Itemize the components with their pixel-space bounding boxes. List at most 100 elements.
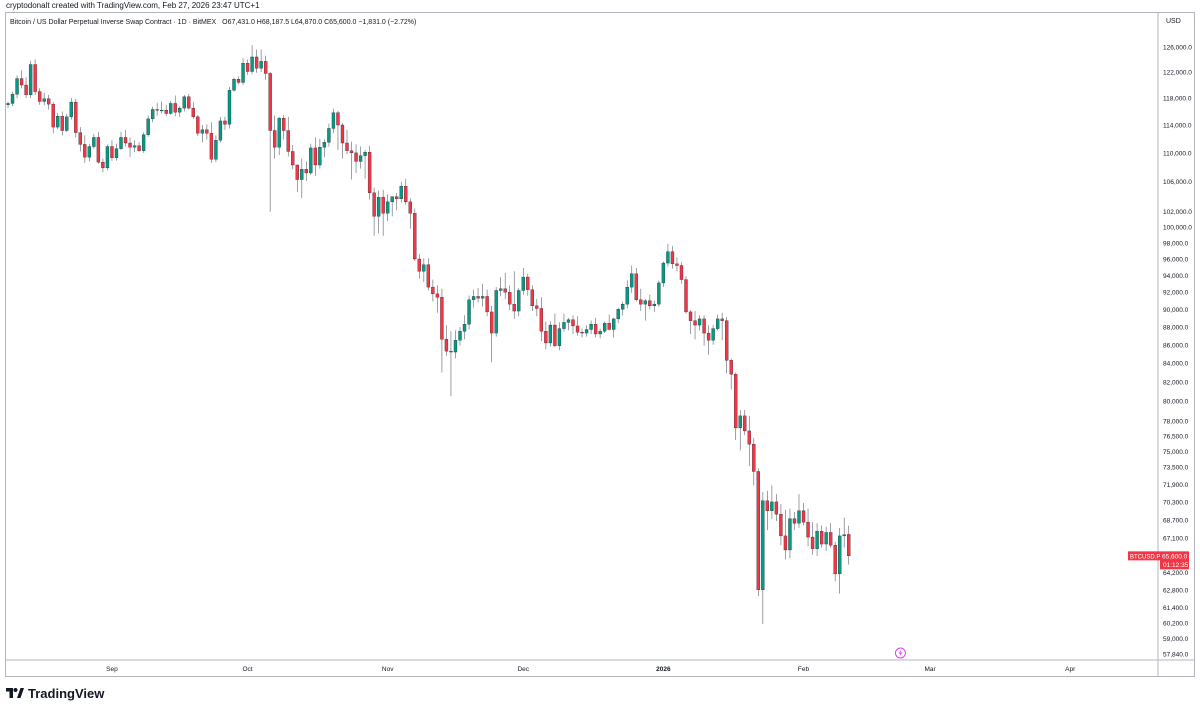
candle-body [697,318,702,326]
candle-body [810,536,815,549]
candle-body [539,308,544,332]
candle-body [119,137,123,149]
candle-body [313,147,318,166]
candle-body [327,128,331,143]
candle-body [42,98,46,102]
price-tag-countdown: 01:12:35 [1163,562,1189,569]
candle-body [774,501,779,515]
candle-body [286,130,290,152]
y-tick-label: 94,000.0 [1163,273,1189,280]
y-tick-label: 75,000.0 [1163,449,1189,456]
candle-body [806,521,810,538]
candle-body [444,339,449,352]
candle-body [83,144,87,158]
candle-body [756,471,760,591]
candle-body [160,109,164,112]
candle-body [37,91,42,102]
y-tick-label: 100,000.0 [1163,225,1192,232]
candle-body [28,64,33,95]
attribution-text: cryptodonalt created with TradingView.co… [6,1,260,10]
candle-body [688,311,693,321]
y-tick-label: 126,000.0 [1163,45,1192,52]
candle-body [318,147,322,166]
x-tick-label: Dec [517,666,529,673]
candle-body [544,331,548,344]
x-tick-label: 2026 [656,666,671,673]
candle-body [155,109,159,111]
y-tick-label: 114,000.0 [1163,123,1192,130]
candle-body [381,197,385,214]
candle-body [69,101,73,118]
candle-body [223,120,227,125]
candle-body [747,430,751,445]
candle-body [634,273,638,300]
candle-body [838,535,842,575]
candle-body [593,324,598,335]
candle-body [467,299,471,325]
candle-body [571,319,575,327]
candle-body [526,276,530,290]
candle-body [417,258,421,272]
candle-body [847,534,851,557]
y-tick-label: 60,200.0 [1163,620,1189,627]
candle-body [245,63,250,72]
y-tick-label: 71,900.0 [1163,482,1189,489]
ohlc-readout: O67,431.0 H68,187.5 L64,870.0 C65,600.0 … [222,19,417,26]
candle-body [105,146,110,169]
candle-body [824,532,828,545]
y-tick-label: 96,000.0 [1163,257,1189,264]
y-tick-label: 98,000.0 [1163,240,1189,247]
candle-body [575,325,580,333]
candle-body [173,103,177,113]
candle-body [51,103,55,128]
candle-body [19,78,24,86]
candle-body [114,148,119,158]
candle-body [24,84,28,95]
candle-body [616,309,620,320]
candle-body [508,292,512,305]
candle-body [277,118,281,148]
candle-body [408,201,412,214]
candle-body [435,293,440,298]
candle-body [74,101,78,133]
candle-body [309,147,313,174]
candle-body [372,192,376,217]
candle-body [295,164,299,180]
y-tick-label: 102,000.0 [1163,209,1192,216]
tradingview-brand: TradingView [28,685,105,701]
candle-body [521,276,525,291]
candle-body [78,132,82,145]
candle-body [304,169,308,174]
candle-body [137,145,141,151]
candle-body [743,415,747,432]
candle-body [584,329,589,334]
candle-body [150,109,155,120]
price-tag-bg [1160,551,1189,570]
candle-body [422,264,426,272]
candle-body [440,297,444,340]
candle-body [797,510,801,524]
candle-body [679,265,684,280]
candle-body [711,328,715,341]
y-tick-label: 86,000.0 [1163,342,1189,349]
candle-body [146,118,150,135]
candle-body [47,98,51,105]
price-tag-value: 65,600.0 [1162,553,1188,560]
candle-body [670,251,675,265]
candle-body [340,124,345,144]
candle-body [625,286,629,305]
candle-body [128,142,132,148]
candle-body [33,64,37,92]
candle-body [376,197,381,217]
candle-body [639,299,643,305]
candle-body [693,320,697,326]
candle-body [101,161,105,169]
candle-body [164,109,168,114]
chart-legend: Bitcoin / US Dollar Perpetual Inverse Sw… [10,19,416,26]
candle-body [499,288,503,291]
y-tick-label: 78,000.0 [1163,418,1189,425]
candle-body [282,118,286,131]
candle-body [598,331,602,335]
candle-body [209,133,214,160]
